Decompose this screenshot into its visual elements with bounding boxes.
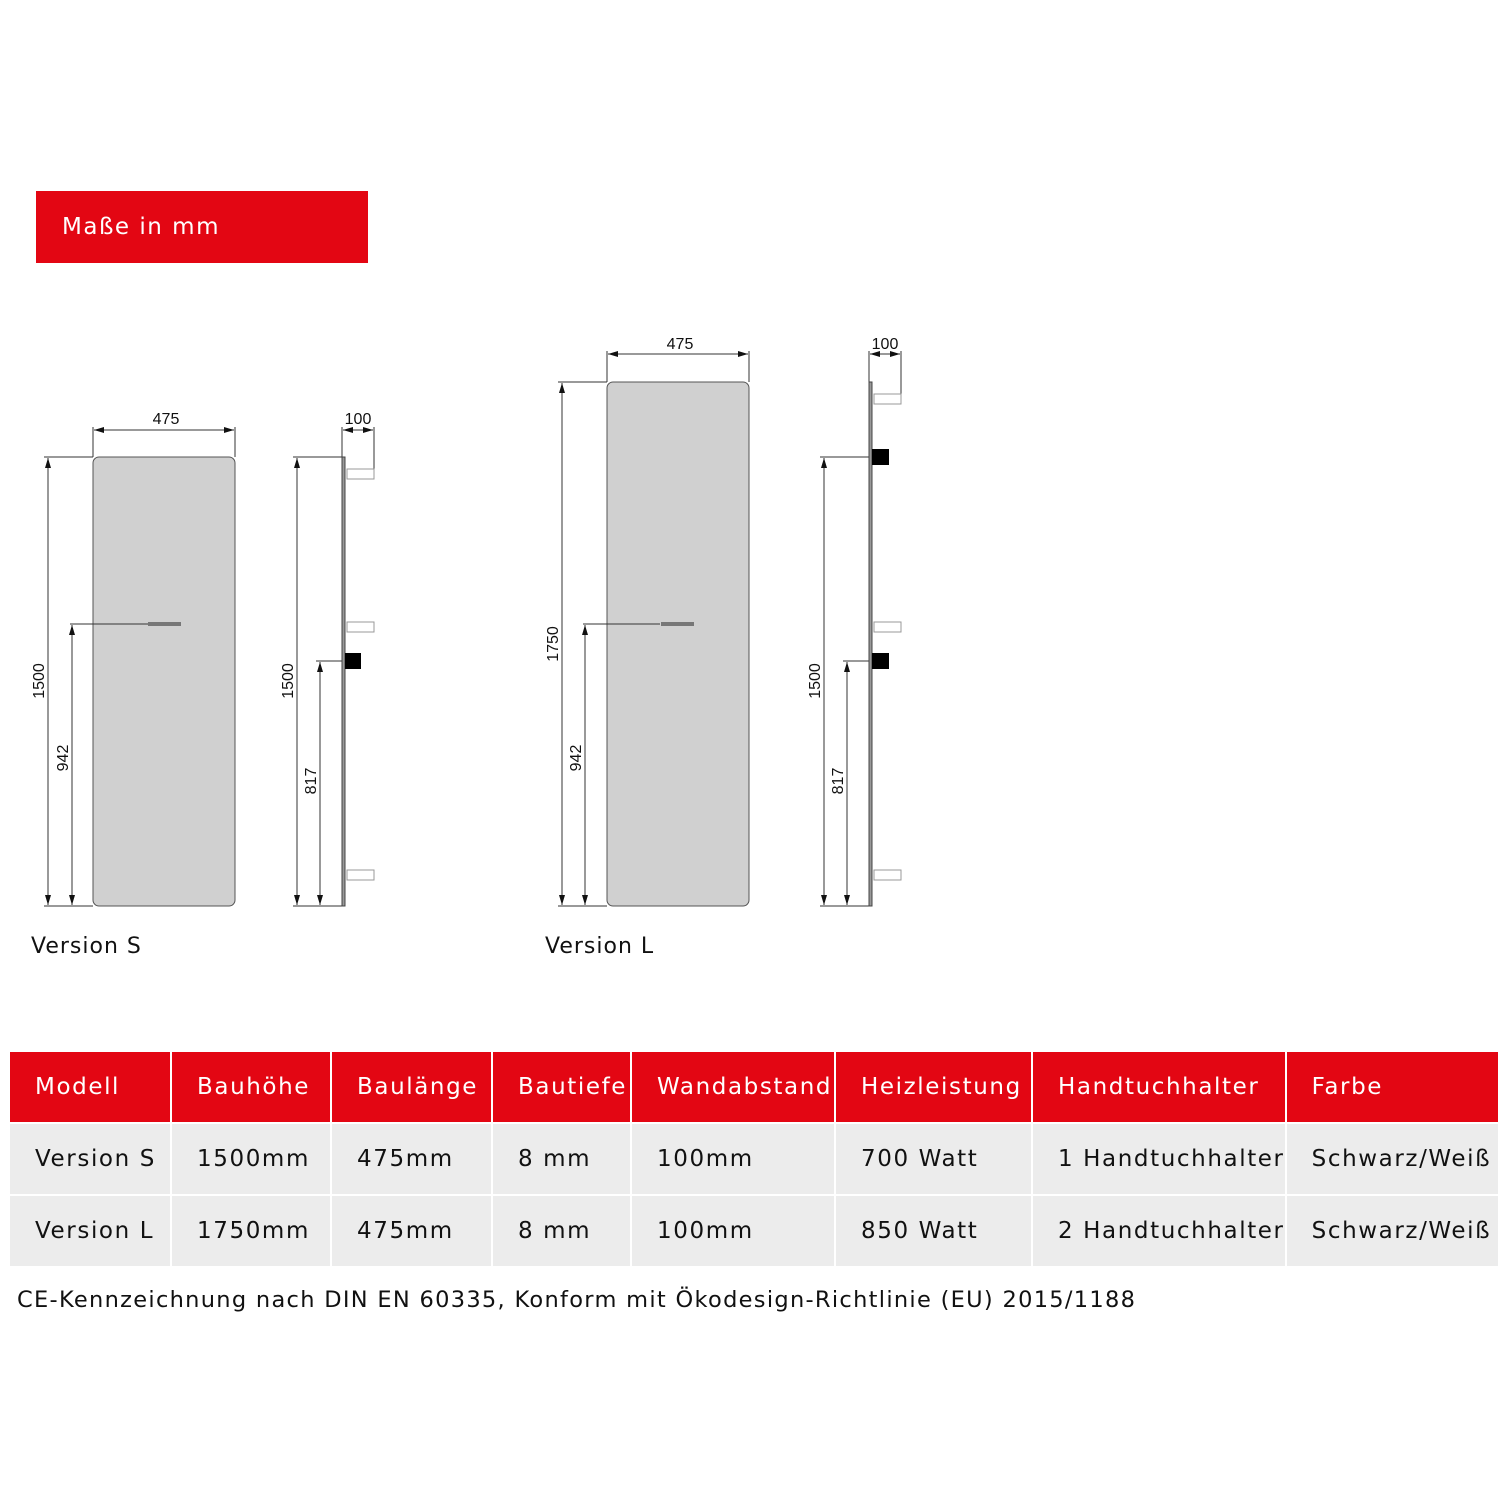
cell: 1750mm bbox=[171, 1195, 332, 1268]
cell: 2 Handtuchhalter bbox=[1032, 1195, 1287, 1268]
control-strip-l bbox=[661, 622, 694, 626]
table-header-row: Modell Bauhöhe Baulänge Bautiefe Wandabs… bbox=[10, 1052, 1500, 1124]
label-height-l: 1750 bbox=[545, 626, 562, 662]
spec-table: Modell Bauhöhe Baulänge Bautiefe Wandabs… bbox=[10, 1052, 1500, 1268]
cell: Schwarz/Weiß bbox=[1285, 1195, 1500, 1268]
cell: 475mm bbox=[331, 1123, 493, 1196]
label-mount-s: 817 bbox=[303, 768, 320, 795]
thermostat-block-l-top bbox=[872, 449, 889, 465]
version-l-caption: Version L bbox=[545, 934, 655, 959]
header-handtuchhalter: Handtuchhalter bbox=[1032, 1052, 1287, 1124]
table-row: Version S 1500mm 475mm 8 mm 100mm 700 Wa… bbox=[10, 1123, 1500, 1196]
cell: 475mm bbox=[331, 1195, 493, 1268]
thermostat-block-s bbox=[345, 653, 361, 669]
panel-side-l bbox=[868, 381, 873, 907]
label-side-height-s: 1500 bbox=[280, 663, 297, 699]
units-badge: Maße in mm bbox=[36, 191, 368, 263]
label-depth-s: 100 bbox=[345, 411, 372, 428]
cell: 8 mm bbox=[492, 1123, 632, 1196]
cell: Version S bbox=[10, 1123, 172, 1196]
header-wandabstand: Wandabstand bbox=[631, 1052, 836, 1124]
panel-front-s bbox=[92, 456, 236, 907]
label-width-s: 475 bbox=[153, 411, 180, 428]
label-side-height-l: 1500 bbox=[807, 663, 824, 699]
label-width-l: 475 bbox=[667, 336, 694, 353]
cell: 8 mm bbox=[492, 1195, 632, 1268]
label-height-s: 1500 bbox=[31, 663, 48, 699]
label-depth-l: 100 bbox=[872, 336, 899, 353]
thermostat-block-l bbox=[872, 653, 889, 669]
cell: 100mm bbox=[631, 1123, 836, 1196]
header-bautiefe: Bautiefe bbox=[492, 1052, 632, 1124]
label-bracket-l: 942 bbox=[568, 745, 585, 772]
panel-side-s bbox=[341, 456, 346, 907]
table-row: Version L 1750mm 475mm 8 mm 100mm 850 Wa… bbox=[10, 1195, 1500, 1268]
cell: 700 Watt bbox=[835, 1123, 1033, 1196]
cell: 1 Handtuchhalter bbox=[1032, 1123, 1287, 1196]
panel-front-l bbox=[606, 381, 750, 907]
cell: Schwarz/Weiß bbox=[1285, 1123, 1500, 1196]
cell: 100mm bbox=[631, 1195, 836, 1268]
header-heizleistung: Heizleistung bbox=[835, 1052, 1033, 1124]
label-mount-l: 817 bbox=[830, 768, 847, 795]
version-s-caption: Version S bbox=[31, 934, 142, 959]
label-bracket-s: 942 bbox=[55, 745, 72, 772]
header-farbe: Farbe bbox=[1285, 1052, 1500, 1124]
compliance-note: CE-Kennzeichnung nach DIN EN 60335, Konf… bbox=[17, 1287, 1137, 1313]
control-strip-s bbox=[148, 622, 181, 626]
header-bauhoehe: Bauhöhe bbox=[171, 1052, 332, 1124]
cell: 1500mm bbox=[171, 1123, 332, 1196]
header-baulaenge: Baulänge bbox=[331, 1052, 493, 1124]
header-modell: Modell bbox=[10, 1052, 172, 1124]
cell: Version L bbox=[10, 1195, 172, 1268]
cell: 850 Watt bbox=[835, 1195, 1033, 1268]
